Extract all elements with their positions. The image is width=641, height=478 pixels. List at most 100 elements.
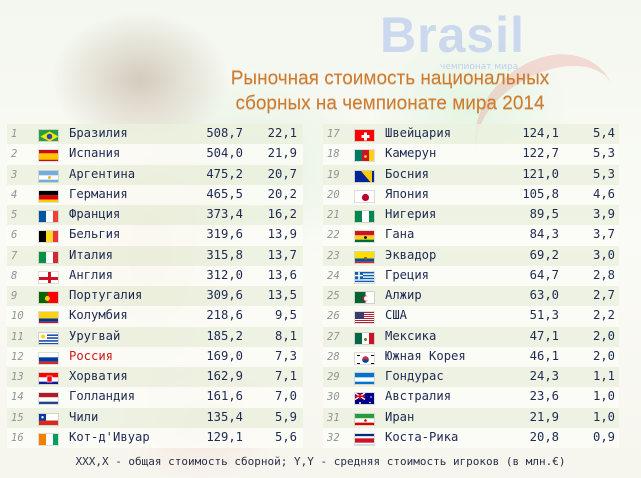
country-name: Гана (385, 227, 415, 242)
team-total-value: 20,8 (529, 429, 559, 444)
rank-number: 29 (327, 371, 340, 383)
country-name: Португалия (69, 288, 143, 302)
rank-number: 4 (11, 188, 18, 201)
rank-number: 28 (327, 350, 340, 363)
title-line-2: сборных на чемпионате мира 2014 (235, 93, 545, 114)
team-total-value: 24,3 (529, 369, 559, 383)
player-average-value: 0,9 (592, 429, 615, 444)
rank-number: 14 (11, 391, 24, 404)
algeria-flag-icon (354, 291, 375, 304)
country-name: Россия (69, 348, 114, 363)
england-flag-icon (38, 270, 59, 284)
iran-flag-icon (354, 412, 375, 426)
country-name: Италия (69, 247, 114, 262)
ranking-table-right: 17 Швейцария 124,1 5,4 18 Камерун 122,7 5,3 19 Бо… (323, 124, 619, 448)
ranking-table-left: 1 Бразилия 508,7 22,1 2 Испания 504,0 21,9 3 Арге… (7, 124, 303, 448)
country-name: Коста-Рика (385, 429, 459, 444)
title-line-1: Рыночная стоимость национальных (230, 68, 550, 89)
country-name: Уругвай (69, 328, 121, 343)
rank-number: 23 (327, 249, 340, 262)
table-row: 20 Япония 105,8 4,6 (323, 184, 619, 205)
team-total-value: 47,1 (529, 328, 559, 343)
player-average-value: 7,0 (274, 389, 297, 404)
table-row: 14 Голландия 161,6 7,0 (7, 387, 303, 408)
player-average-value: 5,3 (592, 146, 615, 161)
team-total-value: 185,2 (206, 328, 243, 343)
rank-number: 21 (327, 209, 340, 221)
table-row: 28 Южная Корея 46,1 2,0 (323, 346, 619, 367)
country-name: Англия (69, 267, 114, 282)
rank-number: 31 (327, 411, 340, 424)
country-name: Мексика (385, 328, 437, 343)
country-name: Бразилия (69, 126, 128, 140)
table-row: 27 Мексика 47,1 2,0 (323, 326, 619, 347)
team-total-value: 46,1 (529, 348, 559, 363)
player-average-value: 13,7 (267, 247, 297, 262)
footnote: XXX,X - общая стоимость сборной; Y,Y - с… (75, 455, 566, 468)
russia-flag-icon (38, 351, 59, 365)
rank-number: 3 (11, 168, 18, 181)
mexico-flag-icon (354, 331, 375, 345)
country-name: Гондурас (385, 369, 444, 383)
player-average-value: 3,7 (592, 227, 615, 242)
player-average-value: 9,5 (274, 308, 297, 323)
rank-number: 22 (327, 229, 340, 242)
player-average-value: 8,1 (274, 328, 297, 343)
country-name: Кот-д'Ивуар (69, 429, 150, 444)
france-flag-icon (38, 210, 59, 223)
team-total-value: 129,1 (206, 429, 243, 444)
team-total-value: 319,6 (206, 227, 243, 242)
rank-number: 15 (11, 411, 24, 424)
usa-flag-icon (354, 311, 375, 325)
player-average-value: 16,2 (267, 207, 297, 221)
rank-number: 6 (11, 229, 18, 242)
uruguay-flag-icon (38, 331, 59, 345)
table-row: 30 Австралия 23,6 1,0 (323, 387, 619, 408)
table-row: 13 Хорватия 162,9 7,1 (7, 367, 303, 388)
greece-flag-icon (354, 270, 375, 284)
rank-number: 24 (327, 269, 340, 282)
table-row: 31 Иран 21,9 1,0 (323, 407, 619, 428)
table-row: 3 Аргентина 475,2 20,7 (7, 164, 303, 185)
player-average-value: 13,5 (267, 288, 297, 302)
rank-number: 10 (11, 310, 24, 323)
rank-number: 9 (11, 290, 18, 302)
country-name: Греция (385, 267, 430, 282)
belgium-flag-icon (38, 230, 59, 244)
team-total-value: 309,6 (206, 288, 243, 302)
player-average-value: 5,4 (592, 126, 615, 140)
team-total-value: 122,7 (522, 146, 559, 161)
player-average-value: 1,1 (592, 369, 615, 383)
rank-number: 5 (11, 209, 18, 221)
table-row: 24 Греция 64,7 2,8 (323, 265, 619, 286)
table-row: 22 Гана 84,3 3,7 (323, 225, 619, 246)
table-row: 26 США 51,3 2,2 (323, 306, 619, 327)
table-row: 4 Германия 465,5 20,2 (7, 184, 303, 205)
team-total-value: 373,4 (206, 207, 243, 221)
team-total-value: 63,0 (529, 288, 559, 302)
brazil-flag-icon (38, 129, 59, 142)
ecuador-flag-icon (354, 250, 375, 264)
player-average-value: 7,3 (274, 348, 297, 363)
country-name: Колумбия (69, 308, 128, 323)
player-average-value: 2,0 (592, 348, 615, 363)
table-row: 9 Португалия 309,6 13,5 (7, 286, 303, 307)
team-total-value: 169,0 (206, 348, 243, 363)
team-total-value: 508,7 (206, 126, 243, 140)
costarica-flag-icon (354, 432, 375, 446)
team-total-value: 504,0 (206, 146, 243, 161)
country-name: Хорватия (69, 369, 128, 383)
rank-number: 16 (11, 431, 24, 444)
country-name: Испания (69, 146, 121, 161)
player-average-value: 2,0 (592, 328, 615, 343)
spain-flag-icon (38, 149, 59, 163)
player-average-value: 1,0 (592, 409, 615, 424)
team-total-value: 475,2 (206, 166, 243, 181)
table-row: 21 Нигерия 89,5 3,9 (323, 205, 619, 226)
table-row: 2 Испания 504,0 21,9 (7, 144, 303, 165)
argentina-flag-icon (38, 169, 59, 183)
rank-number: 27 (327, 330, 340, 343)
ghana-flag-icon (354, 230, 375, 244)
italy-flag-icon (38, 250, 59, 264)
team-total-value: 161,6 (206, 389, 243, 404)
